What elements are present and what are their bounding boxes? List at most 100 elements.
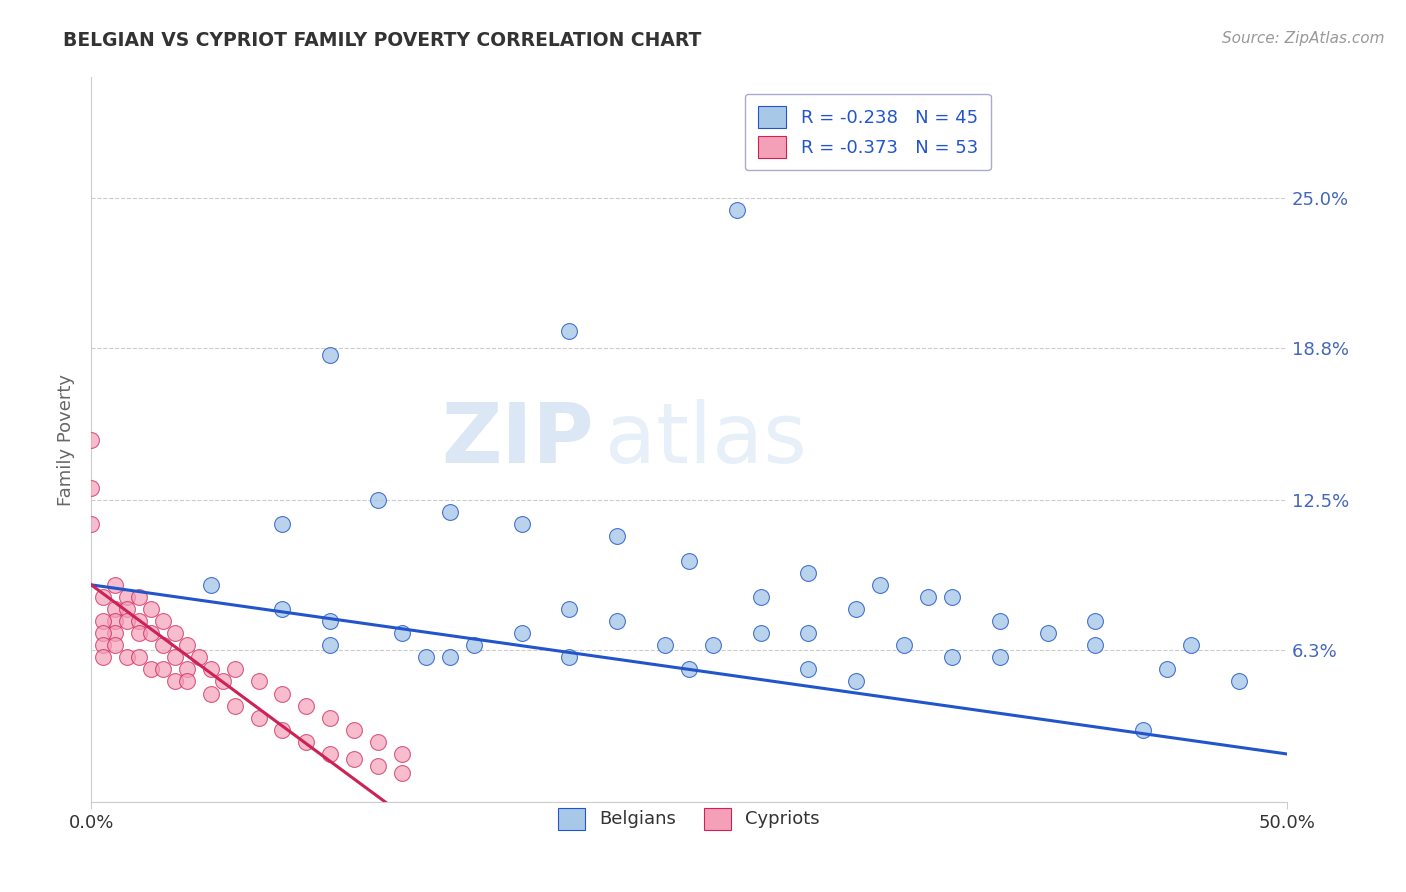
Point [463, 638, 485, 652]
Point [224, 662, 246, 676]
Point [558, 650, 581, 665]
Point [211, 674, 233, 689]
Point [271, 517, 294, 532]
Point [187, 650, 209, 665]
Text: ZIP: ZIP [441, 400, 593, 481]
Point [115, 650, 138, 665]
Point [80, 433, 103, 447]
Point [176, 662, 198, 676]
Point [91, 638, 114, 652]
Point [115, 590, 138, 604]
Point [163, 650, 186, 665]
Point [139, 626, 162, 640]
Point [319, 614, 342, 628]
Point [606, 529, 628, 543]
Point [163, 626, 186, 640]
Point [510, 517, 533, 532]
Point [797, 626, 820, 640]
Point [415, 650, 437, 665]
Point [558, 602, 581, 616]
Point [439, 650, 461, 665]
Point [200, 662, 222, 676]
Point [797, 662, 820, 676]
Point [115, 614, 138, 628]
Point [367, 735, 389, 749]
Point [391, 747, 413, 761]
Text: BELGIAN VS CYPRIOT FAMILY POVERTY CORRELATION CHART: BELGIAN VS CYPRIOT FAMILY POVERTY CORREL… [63, 31, 702, 50]
Point [247, 674, 270, 689]
Point [104, 602, 127, 616]
Point [200, 578, 222, 592]
Point [749, 626, 772, 640]
Point [139, 662, 162, 676]
Point [367, 759, 389, 773]
Point [91, 626, 114, 640]
Point [678, 554, 700, 568]
Point [893, 638, 915, 652]
Point [91, 650, 114, 665]
Point [845, 602, 868, 616]
Point [91, 614, 114, 628]
Point [558, 324, 581, 338]
Point [391, 766, 413, 780]
Point [115, 602, 138, 616]
Point [606, 614, 628, 628]
Point [510, 626, 533, 640]
Point [271, 602, 294, 616]
Point [319, 348, 342, 362]
Point [1132, 723, 1154, 737]
Point [845, 674, 868, 689]
Point [176, 638, 198, 652]
Point [104, 638, 127, 652]
Point [80, 517, 103, 532]
Point [797, 566, 820, 580]
Point [128, 626, 150, 640]
Point [80, 481, 103, 495]
Point [1084, 614, 1107, 628]
Point [295, 698, 318, 713]
Point [128, 650, 150, 665]
Text: Source: ZipAtlas.com: Source: ZipAtlas.com [1222, 31, 1385, 46]
Point [271, 687, 294, 701]
Point [367, 493, 389, 508]
Point [247, 711, 270, 725]
Point [988, 650, 1011, 665]
Text: atlas: atlas [605, 400, 807, 481]
Point [91, 590, 114, 604]
Point [128, 590, 150, 604]
Point [1180, 638, 1202, 652]
Point [295, 735, 318, 749]
Point [439, 505, 461, 519]
Point [391, 626, 413, 640]
Point [104, 578, 127, 592]
Point [343, 723, 366, 737]
Point [702, 638, 724, 652]
Point [1227, 674, 1250, 689]
Point [271, 723, 294, 737]
Point [163, 674, 186, 689]
Point [176, 674, 198, 689]
Point [1156, 662, 1178, 676]
Y-axis label: Family Poverty: Family Poverty [58, 374, 75, 506]
Point [941, 590, 963, 604]
Legend: Belgians, Cypriots: Belgians, Cypriots [544, 793, 834, 844]
Point [678, 662, 700, 676]
Point [869, 578, 891, 592]
Point [725, 203, 748, 218]
Point [104, 614, 127, 628]
Point [200, 687, 222, 701]
Point [319, 638, 342, 652]
Point [152, 662, 174, 676]
Point [128, 614, 150, 628]
Point [1084, 638, 1107, 652]
Point [152, 638, 174, 652]
Point [104, 626, 127, 640]
Point [749, 590, 772, 604]
Point [319, 711, 342, 725]
Point [319, 747, 342, 761]
Point [941, 650, 963, 665]
Point [224, 698, 246, 713]
Point [343, 752, 366, 766]
Point [1036, 626, 1059, 640]
Point [139, 602, 162, 616]
